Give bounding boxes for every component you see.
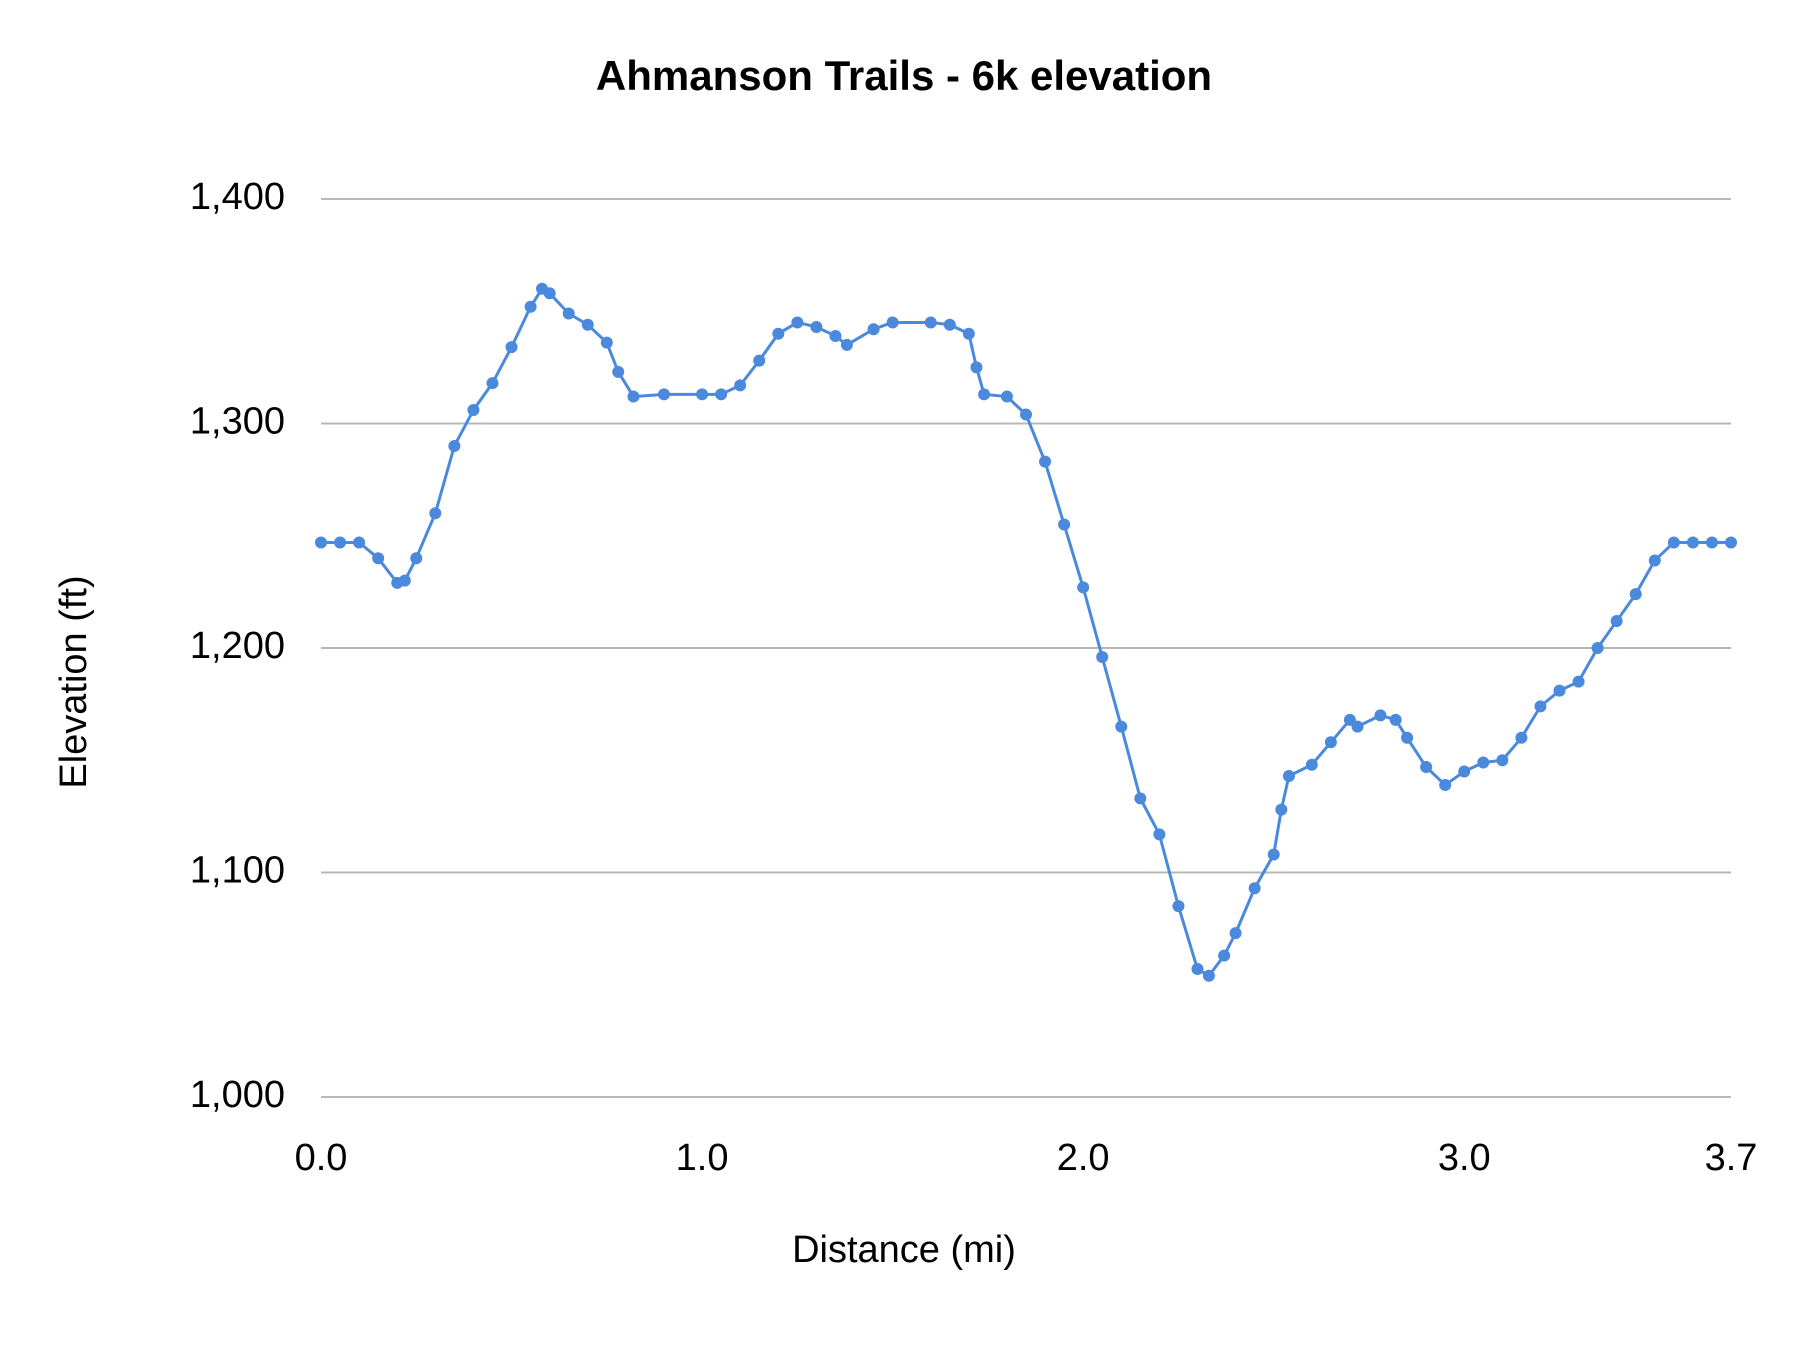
x-tick-label: 3.0: [1438, 1137, 1491, 1179]
data-point: [1351, 720, 1364, 733]
x-tick-label: 1.0: [676, 1137, 729, 1179]
x-axis-label: Distance (mi): [792, 1229, 1016, 1271]
data-point: [353, 536, 366, 549]
data-point: [886, 316, 899, 329]
plot-area: [315, 282, 1737, 982]
data-point: [715, 388, 728, 401]
x-tick-label: 2.0: [1057, 1137, 1110, 1179]
data-point: [1553, 684, 1566, 697]
data-point: [627, 390, 640, 403]
data-point: [1096, 650, 1109, 663]
data-point: [753, 354, 766, 367]
data-point: [943, 318, 956, 331]
data-point: [562, 307, 575, 320]
data-point: [505, 341, 518, 354]
data-point: [970, 361, 983, 374]
data-point: [962, 327, 975, 340]
data-point: [372, 552, 385, 565]
y-tick-label: 1,000: [190, 1074, 285, 1116]
data-point: [524, 300, 537, 313]
data-point: [1705, 536, 1718, 549]
data-point: [1229, 927, 1242, 940]
data-point: [1458, 765, 1471, 778]
data-point: [1134, 792, 1147, 805]
data-point: [1218, 949, 1231, 962]
data-point: [1686, 536, 1699, 549]
y-tick-label: 1,100: [190, 850, 285, 892]
x-tick-label: 3.7: [1705, 1137, 1758, 1179]
data-point: [1648, 554, 1661, 567]
data-point: [612, 365, 625, 378]
data-point: [1153, 828, 1166, 841]
data-point: [978, 388, 991, 401]
data-point: [486, 377, 499, 390]
data-point: [1374, 709, 1387, 722]
data-point: [600, 336, 613, 349]
data-point: [1324, 736, 1337, 749]
data-point: [1591, 642, 1604, 654]
data-point: [696, 388, 709, 401]
data-point: [1115, 720, 1128, 733]
data-point: [867, 323, 880, 336]
data-point: [1477, 756, 1490, 769]
data-point: [772, 327, 785, 340]
data-point: [791, 316, 804, 329]
data-point: [734, 379, 747, 392]
data-point: [1248, 882, 1261, 895]
data-point: [467, 404, 480, 417]
data-point: [1282, 769, 1295, 782]
y-tick-label: 1,400: [190, 176, 285, 218]
data-point: [543, 287, 556, 300]
data-point: [829, 329, 842, 342]
data-point: [1572, 675, 1585, 688]
data-point: [1202, 969, 1215, 982]
data-point: [1667, 536, 1680, 549]
data-point: [840, 338, 853, 351]
data-point: [1629, 588, 1642, 601]
data-point: [1039, 455, 1052, 468]
chart-title: Ahmanson Trails - 6k elevation: [596, 52, 1212, 99]
data-point: [315, 536, 327, 549]
data-point: [657, 388, 670, 401]
data-point: [334, 536, 347, 549]
data-point: [1725, 536, 1737, 549]
data-point: [1610, 615, 1623, 628]
data-point: [924, 316, 937, 329]
data-point: [1439, 778, 1452, 791]
data-point: [810, 320, 823, 333]
data-point: [1305, 758, 1318, 771]
data-point: [429, 507, 442, 520]
grid: [321, 198, 1731, 1098]
data-point: [1496, 754, 1509, 767]
data-point: [1534, 700, 1547, 713]
data-point: [1191, 963, 1204, 976]
data-point: [581, 318, 594, 331]
data-point: [1401, 731, 1414, 744]
y-tick-label: 1,300: [190, 401, 285, 443]
data-point: [1420, 760, 1433, 773]
y-axis-label: Elevation (ft): [53, 575, 95, 788]
data-point: [1000, 390, 1013, 403]
x-tick-label: 0.0: [295, 1137, 348, 1179]
data-point: [398, 574, 411, 587]
y-tick-label: 1,200: [190, 625, 285, 667]
data-point: [1058, 518, 1071, 531]
data-point: [1275, 803, 1288, 816]
data-point: [1267, 848, 1280, 861]
data-point: [1172, 900, 1185, 913]
data-point: [1077, 581, 1090, 594]
data-point: [1515, 731, 1528, 744]
data-point: [1020, 408, 1032, 421]
data-point: [1389, 713, 1402, 726]
data-point: [410, 552, 423, 565]
data-point: [448, 439, 461, 452]
